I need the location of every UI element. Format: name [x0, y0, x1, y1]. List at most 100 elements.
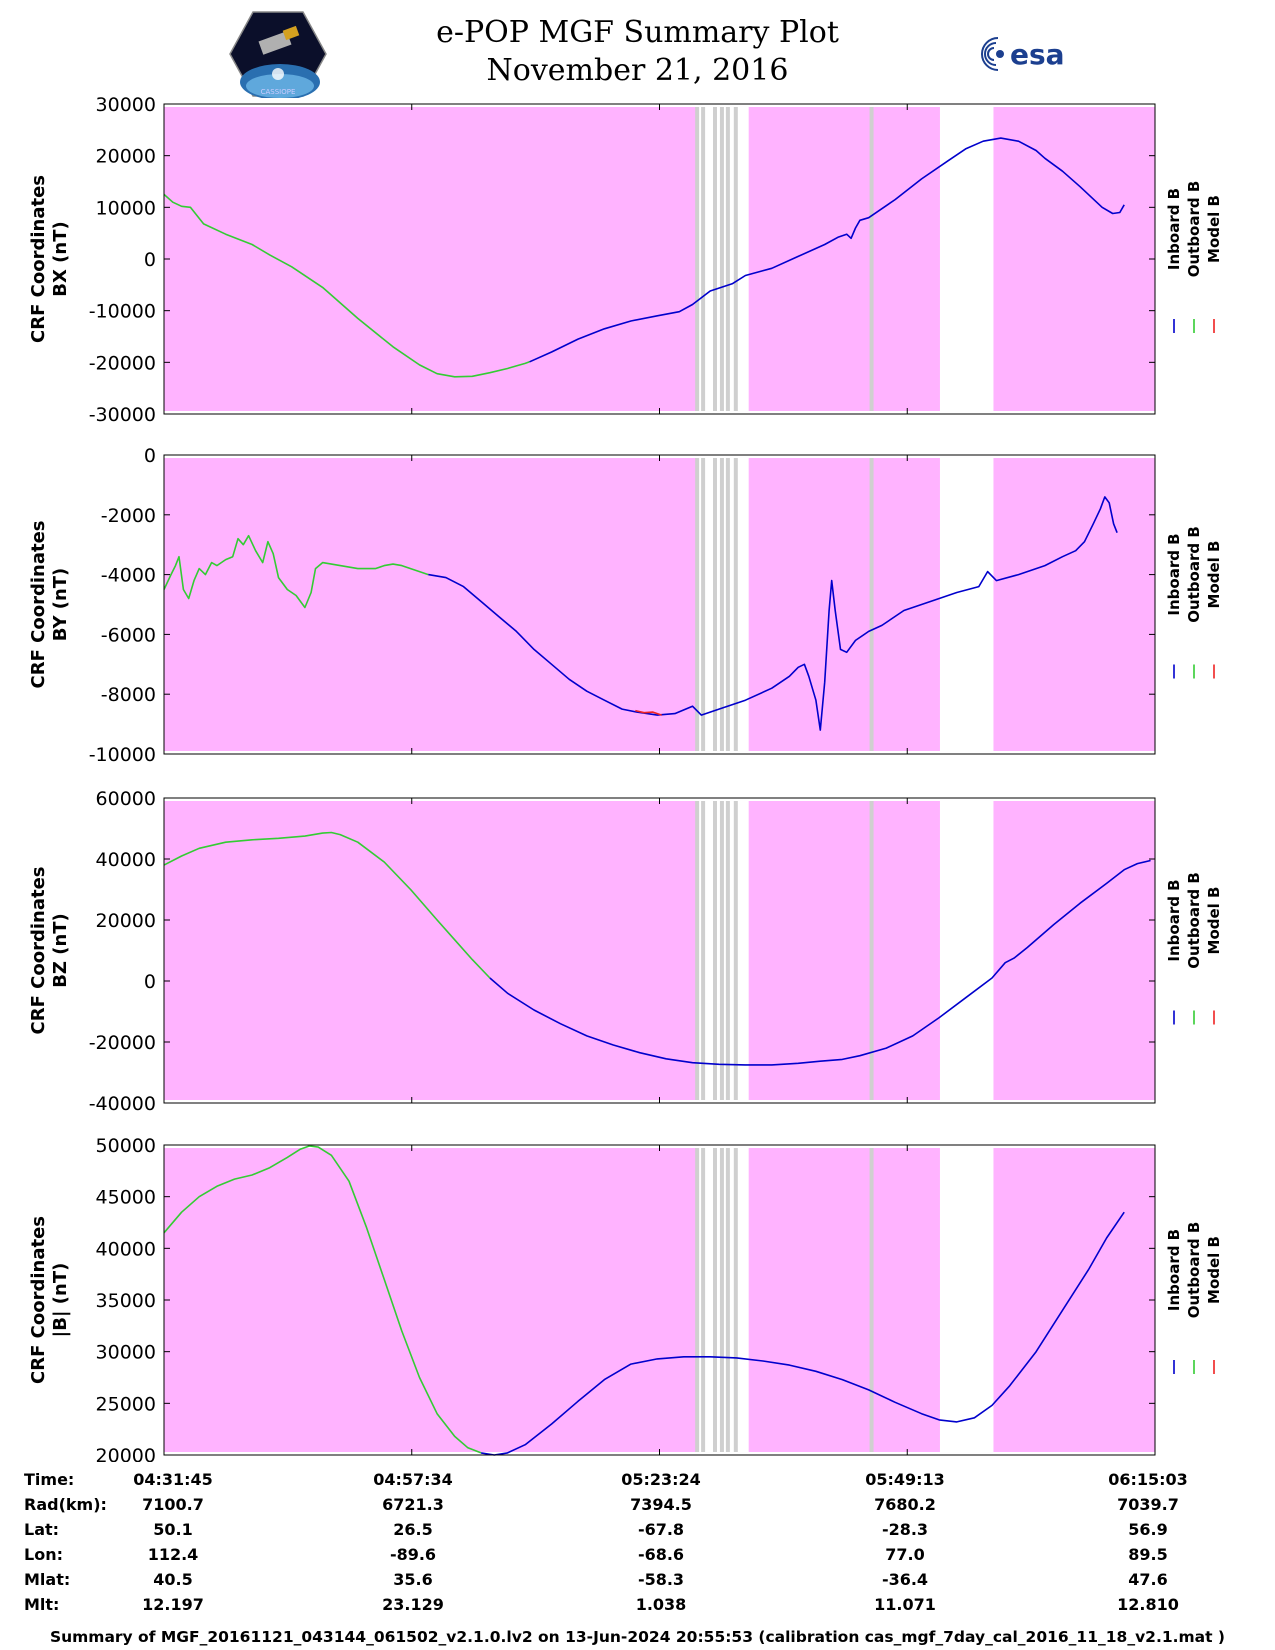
panel-3-gap-line — [719, 801, 724, 1100]
orbit-info-table: Time: Rad(km): Lat: Lon: Mlat: Mlt: 04:31:45 71… — [0, 1462, 1275, 1632]
panel-1-ylabel-line2: BX (nT) — [50, 221, 71, 296]
info-cell: 05:49:13 — [865, 1470, 945, 1489]
panel-1-ytick-label: -10000 — [89, 301, 156, 323]
info-cell: 7394.5 — [630, 1495, 692, 1514]
panel-2-series-outboard-b — [163, 534, 429, 609]
info-cell: 35.6 — [393, 1570, 433, 1589]
info-cell: 04:31:45 — [133, 1470, 213, 1489]
panel-2-ylabel-line1: CRF Coordinates — [28, 521, 49, 689]
panel-4-ytick-label: 30000 — [96, 1342, 156, 1364]
panel-1-legend-label: Inboard B — [1165, 188, 1183, 270]
panel-4-gap-line — [695, 1148, 700, 1452]
panel-2-ylabel-line2: BY (nT) — [50, 568, 71, 642]
panel-1-gap-line — [733, 107, 738, 411]
info-row-label: Time: — [24, 1470, 75, 1489]
panel-1-ytick-label: -30000 — [89, 404, 156, 426]
panel-4-ytick-label: 25000 — [96, 1393, 156, 1415]
panel-4-ytick-label: 35000 — [96, 1290, 156, 1312]
plot-date: November 21, 2016 — [486, 53, 789, 88]
panel-3-ytick-label: 60000 — [96, 788, 156, 810]
panel-3-ytick-label: 0 — [144, 971, 156, 993]
panel-1-ytick-label: -20000 — [89, 352, 156, 374]
panel-3-ytick-label: 20000 — [96, 910, 156, 932]
panel-3-gap-line — [733, 801, 738, 1100]
panel-1-coverage-band — [993, 107, 1155, 411]
panel-1-legend-label: Model B — [1205, 195, 1223, 263]
panel-2-gap-line — [695, 458, 700, 751]
info-cell: 77.0 — [885, 1545, 925, 1564]
info-row-label: Mlt: — [24, 1595, 60, 1614]
panel-3-gap-line — [712, 801, 717, 1100]
panel-2-gap-line — [869, 458, 874, 751]
info-cell: 23.129 — [382, 1595, 444, 1614]
panel-1-gap-line — [712, 107, 717, 411]
panel-4-gap-line — [733, 1148, 738, 1452]
title-block: e-POP MGF Summary Plot November 21, 2016 — [0, 14, 1275, 90]
panel-4-legend-label: Model B — [1205, 1236, 1223, 1304]
info-row-label: Rad(km): — [24, 1495, 107, 1514]
panel-3-series-outboard-b — [163, 831, 491, 979]
panel-4-ytick-label: 20000 — [96, 1445, 156, 1462]
info-cell: -58.3 — [637, 1570, 685, 1589]
panel-2-gap-line — [733, 458, 738, 751]
info-cell: 06:15:03 — [1108, 1470, 1188, 1489]
plot-canvas: -30000 -20000 -10000 0 10000 20000 30000 CRF Co… — [28, 94, 1223, 1462]
info-cell: -36.4 — [881, 1570, 929, 1589]
info-cell: 89.5 — [1128, 1545, 1168, 1564]
panel-2-legend-label: Outboard B — [1185, 526, 1203, 623]
panel-1-series-inboard-b — [529, 137, 1125, 363]
info-row-label: Lon: — [24, 1545, 63, 1564]
panel-3-legend-label: Inboard B — [1165, 879, 1183, 961]
panel-4-gap-line — [712, 1148, 717, 1452]
panel-1-gap-line — [695, 107, 700, 411]
info-cell: 7039.7 — [1117, 1495, 1179, 1514]
panel-3-ylabel-line2: BZ (nT) — [50, 913, 71, 988]
esa-logo-text: esa — [1010, 38, 1065, 71]
panel-4-ylabel-line1: CRF Coordinates — [28, 1216, 49, 1384]
panel-4-ytick-label: 40000 — [96, 1238, 156, 1260]
info-cell: 1.038 — [635, 1595, 687, 1614]
esa-logo: esa — [981, 37, 1065, 71]
panel-1-ytick-label: 20000 — [96, 146, 156, 168]
panel-1-ytick-label: 30000 — [96, 94, 156, 116]
panel-4-series-inboard-b — [480, 1211, 1125, 1456]
panel-2-gap-line — [725, 458, 730, 751]
panel-3-series-inboard-b — [489, 859, 1151, 1066]
panel-1-ytick-label: 10000 — [96, 197, 156, 219]
panel-4-ytick-label: 50000 — [96, 1135, 156, 1157]
info-cell: 12.197 — [142, 1595, 204, 1614]
info-cell: 7680.2 — [874, 1495, 936, 1514]
panel-1-coverage-band — [748, 107, 940, 411]
info-cell: 47.6 — [1128, 1570, 1168, 1589]
panel-3-ytick-label: 40000 — [96, 849, 156, 871]
panel-2-legend-label: Inboard B — [1165, 533, 1183, 615]
panel-3-gap-line — [701, 801, 706, 1100]
panel-2-series-model-b — [635, 709, 662, 716]
info-cell: -89.6 — [389, 1545, 437, 1564]
panel-2-ytick-label: -8000 — [101, 684, 156, 706]
panel-2-ytick-label: -10000 — [89, 744, 156, 766]
panel-1-series-outboard-b — [163, 193, 530, 378]
info-cell: 6721.3 — [382, 1495, 444, 1514]
panel-1-gap-line — [869, 107, 874, 411]
panel-3-coverage-band — [748, 801, 940, 1100]
panel-4-ytick-label: 45000 — [96, 1187, 156, 1209]
panel-2-legend-label: Model B — [1205, 541, 1223, 609]
panel-4-series-outboard-b — [163, 1145, 482, 1454]
panel-4-coverage-band — [164, 1148, 697, 1452]
panel-4-legend-label: Inboard B — [1165, 1229, 1183, 1311]
info-cell: 7100.7 — [142, 1495, 204, 1514]
footer-summary: Summary of MGF_20161121_043144_061502_v2… — [49, 1628, 1226, 1646]
panel-4-gap-line — [869, 1148, 874, 1452]
panel-4-gap-line — [725, 1148, 730, 1452]
panel-2-coverage-band — [993, 458, 1155, 751]
info-cell: -28.3 — [881, 1520, 929, 1539]
info-row-label: Lat: — [24, 1520, 60, 1539]
panel-1-gap-line — [719, 107, 724, 411]
info-cell: 56.9 — [1128, 1520, 1168, 1539]
panel-3-gap-line — [869, 801, 874, 1100]
panel-1-gap-line — [725, 107, 730, 411]
info-cell: 50.1 — [153, 1520, 193, 1539]
plot-title: e-POP MGF Summary Plot — [436, 15, 839, 50]
panel-3-coverage-band — [164, 801, 697, 1100]
